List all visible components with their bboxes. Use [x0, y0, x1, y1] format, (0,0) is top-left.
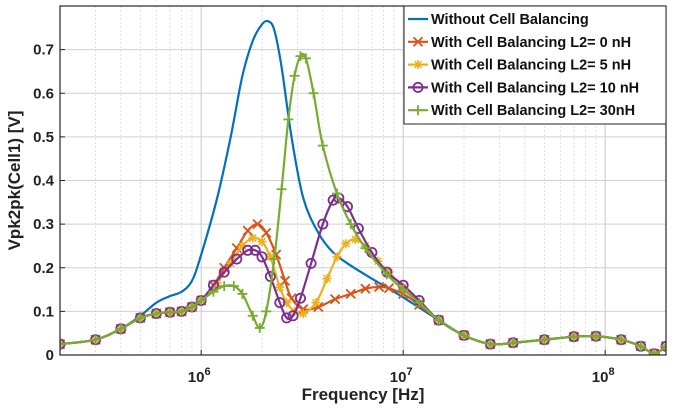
data-point [331, 188, 342, 199]
data-point [271, 249, 282, 260]
data-point [298, 309, 308, 319]
data-point [252, 218, 263, 230]
legend-marker-1 [412, 36, 424, 47]
data-point [308, 88, 319, 99]
data-point [257, 237, 267, 247]
x-axis-title: Frequency [Hz] [302, 385, 425, 404]
y-tick-label: 0.7 [33, 42, 54, 59]
data-point [373, 281, 385, 293]
data-point [568, 331, 579, 342]
y-axis-title: Vpk2pk(Cell1) [V] [5, 111, 24, 251]
data-point [381, 269, 392, 280]
y-tick-label: 0 [46, 347, 54, 364]
data-point [248, 233, 258, 243]
data-point [281, 312, 293, 324]
x-tick-label: 107 [390, 366, 413, 386]
data-point [176, 306, 187, 317]
data-point [433, 315, 444, 326]
legend: Without Cell Balancing With Cell Balancin… [403, 5, 667, 125]
data-point [414, 297, 425, 308]
data-point [186, 302, 197, 313]
y-tick-label: 0.4 [33, 173, 55, 190]
legend-marker-3 [412, 81, 424, 93]
series-group [60, 19, 666, 355]
data-point [261, 227, 272, 238]
legend-marker-4 [413, 105, 423, 116]
data-point [295, 51, 306, 62]
data-point [219, 281, 230, 292]
data-point [218, 266, 230, 278]
data-point [317, 140, 328, 151]
data-point [635, 341, 646, 352]
data-point [256, 251, 268, 263]
data-point [539, 334, 550, 345]
y-tick-label: 0.1 [33, 303, 54, 320]
legend-label-4: With Cell Balancing L2= 30nH [431, 103, 635, 119]
x-tick-label: 108 [592, 366, 615, 386]
data-point [279, 275, 291, 286]
data-point [616, 334, 627, 345]
data-point [311, 298, 321, 308]
data-point [249, 244, 261, 256]
data-point [332, 252, 342, 262]
legend-box [403, 5, 667, 125]
data-point [115, 323, 126, 334]
data-point [242, 244, 254, 256]
data-point [275, 282, 285, 292]
data-point [322, 274, 332, 284]
data-point [135, 312, 146, 323]
data-point [269, 254, 280, 265]
data-point [317, 218, 329, 230]
y-tick-label: 0.3 [33, 216, 54, 233]
legend-marker-2 [413, 60, 423, 70]
legend-label-1: With Cell Balancing L2= 0 nH [431, 35, 631, 51]
data-point [283, 114, 294, 125]
data-point [305, 257, 317, 269]
data-point [242, 225, 253, 236]
x-tick-label: 106 [188, 366, 211, 386]
data-point [341, 239, 351, 249]
data-point [459, 330, 469, 341]
data-point [345, 288, 356, 300]
data-point [300, 53, 311, 64]
data-point [360, 243, 371, 254]
data-point [289, 70, 300, 81]
data-point [247, 310, 258, 321]
data-point [228, 281, 239, 292]
y-tick-labels: 0 0.1 0.2 0.3 0.4 0.5 0.6 0.7 [33, 42, 55, 364]
data-point [287, 310, 299, 322]
legend-label-2: With Cell Balancing L2= 5 nH [431, 58, 631, 74]
data-point [208, 286, 219, 297]
data-point [294, 292, 306, 304]
data-point [508, 337, 519, 348]
data-point [485, 339, 496, 350]
data-point [164, 307, 175, 318]
data-point [649, 348, 660, 355]
data-point [274, 297, 286, 309]
data-point [90, 334, 101, 345]
y-tick-label: 0.2 [33, 260, 54, 277]
data-point [276, 184, 287, 195]
data-point [231, 253, 243, 265]
data-point [345, 219, 356, 230]
data-point [327, 194, 339, 206]
data-point [261, 306, 272, 317]
data-point [360, 283, 371, 294]
data-point [329, 294, 341, 305]
data-point [151, 308, 162, 319]
data-point [237, 288, 248, 299]
data-point [590, 331, 601, 342]
data-point [60, 339, 65, 350]
data-point [383, 283, 395, 294]
data-point [398, 284, 409, 295]
y-tick-label: 0.5 [33, 129, 54, 146]
legend-label-3: With Cell Balancing L2= 10 nH [431, 80, 639, 96]
data-point [196, 295, 207, 306]
y-tick-label: 0.6 [33, 85, 54, 102]
data-point [254, 322, 265, 333]
legend-label-0: Without Cell Balancing [431, 12, 589, 28]
data-point [661, 341, 666, 352]
